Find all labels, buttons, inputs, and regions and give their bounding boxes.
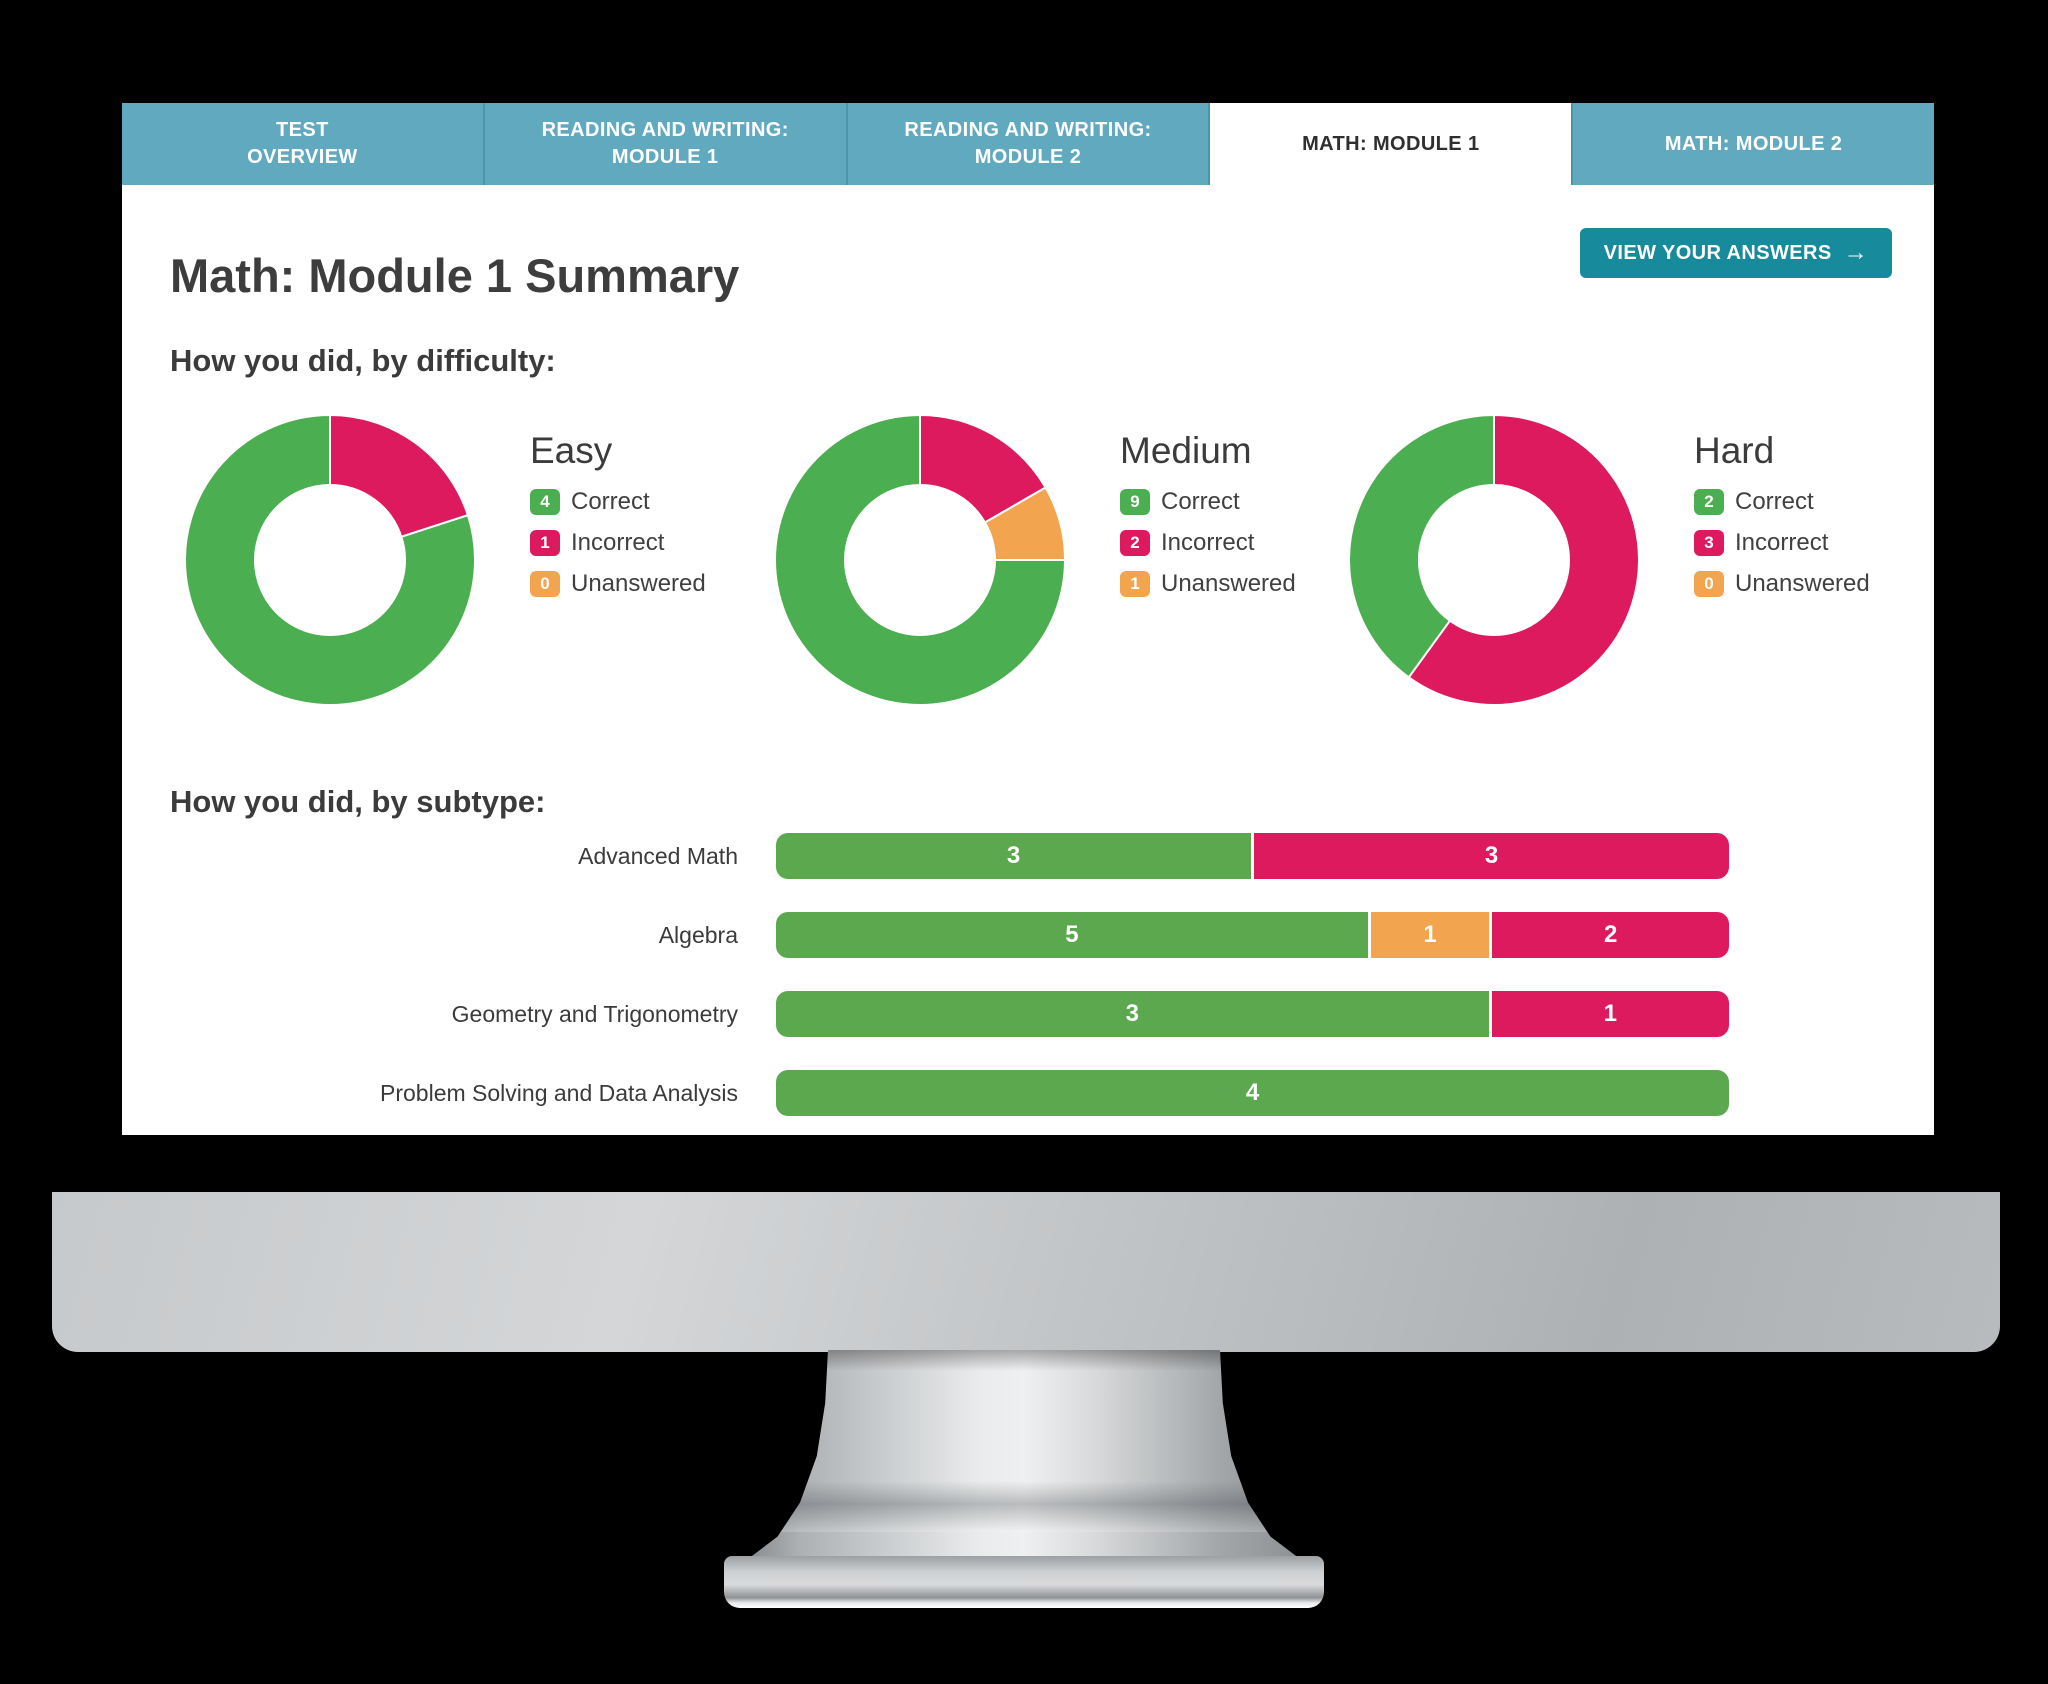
view-your-answers-button[interactable]: VIEW YOUR ANSWERS → — [1579, 228, 1892, 278]
bar-segment-value: 5 — [1065, 921, 1079, 948]
bar-segment-value: 3 — [1484, 842, 1499, 869]
bar-row: Problem Solving and Data Analysis 4 — [122, 1070, 1934, 1116]
bar-track: 4 — [776, 1070, 1729, 1116]
legend-label: Unanswered — [1161, 570, 1296, 597]
legend-item-correct: 4 Correct — [530, 488, 766, 516]
bar-label: Advanced Math — [578, 842, 738, 869]
monitor-stand-neck — [744, 1350, 1304, 1562]
bar-segment-incorrect: 1 — [1488, 991, 1729, 1037]
bar-segment-correct: 5 — [776, 912, 1368, 958]
arrow-right-icon: → — [1843, 239, 1868, 266]
tab-math-module-1[interactable]: MATH: MODULE 1 — [1210, 103, 1574, 185]
legend-label: Correct — [1161, 488, 1240, 515]
difficulty-section-heading: How you did, by difficulty: — [170, 342, 556, 378]
legend-item-incorrect: 3 Incorrect — [1694, 529, 1930, 557]
legend-label: Incorrect — [1161, 529, 1255, 556]
bar-segment-value: 1 — [1603, 1000, 1617, 1027]
legend-item-correct: 9 Correct — [1120, 488, 1356, 516]
difficulty-chart-group: Medium 9 Correct 2 Incorrect 1 Unanswered — [772, 412, 1356, 708]
donut-segment-correct — [184, 413, 476, 706]
donut-chart-hard — [1348, 413, 1640, 706]
screen-content: TEST OVERVIEW READING AND WRITING: MODULE … — [122, 103, 1934, 1135]
donut-chart-easy — [184, 413, 476, 706]
bar-label: Problem Solving and Data Analysis — [380, 1079, 738, 1106]
bar-segment-correct: 3 — [776, 833, 1251, 879]
legend-item-incorrect: 1 Incorrect — [530, 529, 766, 557]
donut-segment-correct — [774, 413, 1067, 706]
difficulty-chart-group: Hard 2 Correct 3 Incorrect 0 Unanswered — [1346, 412, 1930, 708]
legend-item-unanswered: 1 Unanswered — [1120, 570, 1356, 598]
bar-segment-incorrect: 3 — [1251, 833, 1729, 879]
legend-label: Unanswered — [1735, 570, 1870, 597]
tab-reading-writing-module-1[interactable]: READING AND WRITING: MODULE 1 — [484, 103, 848, 185]
monitor-stand-base — [724, 1556, 1324, 1608]
legend-count-badge: 9 — [1120, 489, 1150, 515]
legend-count-badge: 2 — [1694, 489, 1724, 515]
bar-track: 5 1 2 — [776, 912, 1729, 958]
legend-label: Unanswered — [571, 570, 706, 597]
legend-count-badge: 1 — [1120, 571, 1150, 597]
bar-segment-correct: 3 — [776, 991, 1489, 1037]
tab-label: MATH: MODULE 2 — [1664, 132, 1843, 155]
chart-legend: Hard 2 Correct 3 Incorrect 0 Unanswered — [1694, 412, 1930, 708]
view-your-answers-label: VIEW YOUR ANSWERS — [1603, 241, 1832, 264]
donut-segment-incorrect — [919, 413, 1047, 524]
legend-count-badge: 0 — [530, 571, 560, 597]
chart-legend: Easy 4 Correct 1 Incorrect 0 Unanswered — [530, 412, 766, 708]
subtype-section-heading: How you did, by subtype: — [170, 783, 546, 819]
legend-count-badge: 2 — [1120, 530, 1150, 556]
tab-label: READING AND WRITING: MODULE 1 — [541, 119, 789, 168]
bar-segment-incorrect: 2 — [1489, 912, 1729, 958]
legend-count-badge: 3 — [1694, 530, 1724, 556]
chart-legend: Medium 9 Correct 2 Incorrect 1 Unanswered — [1120, 412, 1356, 708]
tab-label: TEST OVERVIEW — [247, 119, 358, 168]
bar-label: Geometry and Trigonometry — [451, 1000, 738, 1027]
tab-label: READING AND WRITING: MODULE 2 — [904, 119, 1152, 168]
tab-label: MATH: MODULE 1 — [1302, 132, 1480, 155]
legend-label: Correct — [571, 488, 650, 515]
legend-items: 9 Correct 2 Incorrect 1 Unanswered — [1120, 488, 1356, 598]
donut-segment-incorrect — [1407, 413, 1640, 706]
donut-segment-incorrect — [329, 413, 470, 539]
legend-items: 2 Correct 3 Incorrect 0 Unanswered — [1694, 488, 1930, 598]
tab-bar: TEST OVERVIEW READING AND WRITING: MODULE … — [122, 103, 1934, 185]
legend-item-correct: 2 Correct — [1694, 488, 1930, 516]
monitor-chin — [52, 1192, 2000, 1352]
bar-row: Algebra 5 1 2 — [122, 912, 1934, 958]
bar-segment-value: 4 — [1245, 1079, 1260, 1106]
page-title: Math: Module 1 Summary — [170, 249, 740, 303]
tab-reading-writing-module-2[interactable]: READING AND WRITING: MODULE 2 — [847, 103, 1211, 185]
bar-segment-unanswered: 1 — [1367, 912, 1490, 958]
chart-title: Hard — [1694, 430, 1775, 471]
bar-segment-value: 3 — [1006, 842, 1021, 869]
tab-math-module-2[interactable]: MATH: MODULE 2 — [1573, 103, 1934, 185]
bar-segment-value: 3 — [1125, 1000, 1139, 1027]
donut-chart-medium — [774, 413, 1067, 706]
legend-count-badge: 1 — [530, 530, 560, 556]
chart-title: Easy — [530, 430, 613, 471]
legend-count-badge: 4 — [530, 489, 560, 515]
legend-item-unanswered: 0 Unanswered — [1694, 570, 1930, 598]
legend-items: 4 Correct 1 Incorrect 0 Unanswered — [530, 488, 766, 598]
bar-segment-value: 1 — [1423, 921, 1437, 948]
legend-count-badge: 0 — [1694, 571, 1724, 597]
legend-label: Incorrect — [1735, 529, 1829, 556]
legend-label: Incorrect — [571, 529, 665, 556]
chart-title: Medium — [1120, 430, 1252, 471]
donut-segment-correct — [1348, 413, 1495, 679]
legend-item-incorrect: 2 Incorrect — [1120, 529, 1356, 557]
difficulty-chart-group: Easy 4 Correct 1 Incorrect 0 Unanswered — [182, 412, 766, 708]
bar-label: Algebra — [658, 921, 738, 948]
legend-item-unanswered: 0 Unanswered — [530, 570, 766, 598]
bar-segment-correct: 4 — [776, 1070, 1729, 1116]
legend-label: Correct — [1735, 488, 1814, 515]
tab-test-overview[interactable]: TEST OVERVIEW — [122, 103, 485, 185]
bar-segment-value: 2 — [1603, 921, 1618, 948]
